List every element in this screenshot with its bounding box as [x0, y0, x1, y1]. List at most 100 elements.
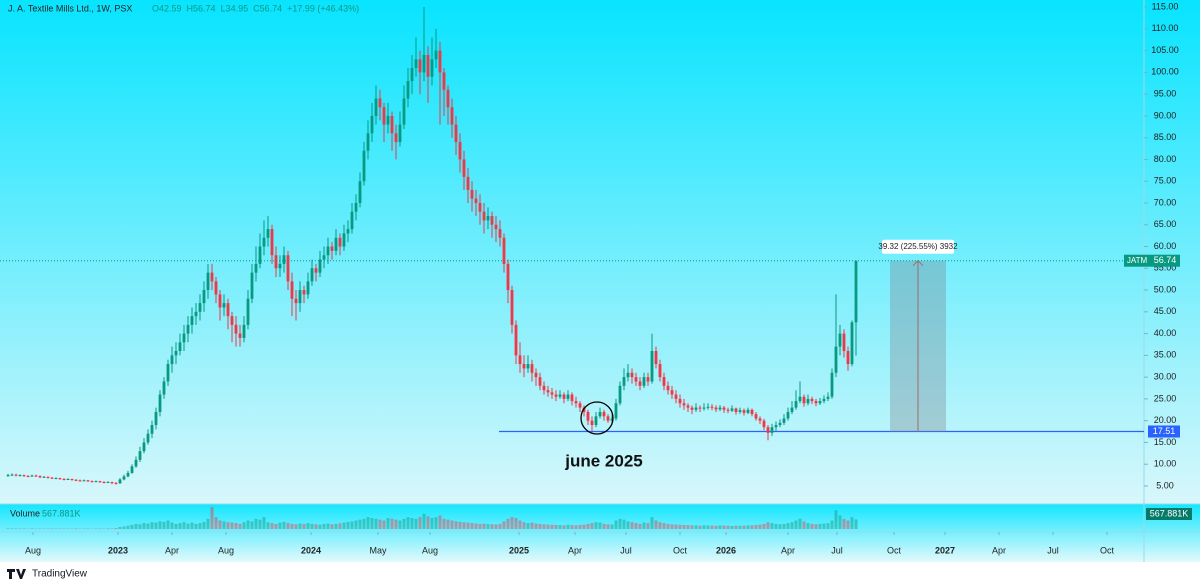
- candle-body: [558, 394, 562, 397]
- candle-body: [758, 418, 762, 421]
- candle-body: [110, 482, 114, 484]
- volume-bar: [638, 523, 642, 529]
- volume-bar: [154, 522, 158, 529]
- candle-body: [354, 202, 358, 212]
- candle-body: [334, 237, 338, 251]
- y-tick-label: 40.00: [1154, 328, 1177, 338]
- volume-bar: [358, 519, 362, 529]
- candle-body: [394, 133, 398, 143]
- volume-bar: [130, 524, 134, 529]
- candle-body: [774, 425, 778, 428]
- candle-body: [158, 394, 162, 412]
- volume-bar: [234, 523, 238, 529]
- volume-bar: [586, 523, 590, 529]
- volume-bar: [454, 521, 458, 529]
- volume-bar: [502, 521, 506, 529]
- volume-bar: [218, 520, 222, 529]
- volume-badge-text: 567.881K: [1150, 508, 1189, 518]
- ohlc-value: C56.74: [253, 3, 282, 13]
- volume-bar: [510, 517, 514, 529]
- candle-body: [30, 475, 34, 477]
- candle-body: [534, 372, 538, 378]
- volume-bar: [646, 523, 650, 529]
- volume-bar: [742, 525, 746, 529]
- candle-body: [350, 211, 354, 230]
- candle-body: [726, 409, 730, 411]
- candle-body: [798, 396, 802, 402]
- candle-body: [250, 272, 254, 299]
- candle-body: [378, 98, 382, 108]
- candle-body: [478, 202, 482, 212]
- candle-body: [638, 381, 642, 386]
- volume-bar: [258, 519, 262, 529]
- candle-body: [358, 181, 362, 203]
- candle-body: [626, 372, 630, 378]
- candle-body: [462, 159, 466, 177]
- volume-bar: [434, 517, 438, 529]
- candle-body: [26, 475, 30, 477]
- candle-body: [686, 405, 690, 408]
- candle-body: [838, 333, 842, 347]
- candle-body: [458, 142, 462, 160]
- candle-body: [50, 477, 54, 479]
- candle-body: [142, 442, 146, 452]
- volume-bar: [422, 513, 426, 529]
- candle-body: [714, 407, 718, 410]
- price-badge: [1150, 254, 1180, 267]
- volume-bar: [278, 522, 282, 529]
- volume-bar: [382, 520, 386, 529]
- volume-bar: [538, 523, 542, 529]
- volume-bar: [546, 524, 550, 529]
- volume-bar: [394, 519, 398, 529]
- candle-body: [694, 407, 698, 410]
- candle-body: [146, 433, 150, 443]
- volume-bar: [6, 528, 10, 529]
- volume-bar: [414, 518, 418, 529]
- volume-bar: [450, 520, 454, 529]
- candle-body: [502, 237, 506, 264]
- volume-bar: [498, 523, 502, 529]
- candle-body: [698, 407, 702, 409]
- volume-bar: [562, 525, 566, 529]
- candle-body: [402, 98, 406, 125]
- volume-bar: [190, 522, 194, 529]
- candle-body: [226, 303, 230, 317]
- volume-bar: [426, 516, 430, 529]
- candle-body: [418, 59, 422, 73]
- volume-bar: [710, 525, 714, 529]
- volume-bar: [614, 520, 618, 529]
- candle-body: [546, 390, 550, 393]
- candle-body: [822, 398, 826, 402]
- candle-body: [454, 124, 458, 143]
- candle-body: [126, 472, 130, 477]
- volume-bar: [386, 518, 390, 529]
- x-tick-label: Jul: [1047, 545, 1059, 555]
- volume-bar: [282, 521, 286, 529]
- volume-bar: [286, 522, 290, 529]
- volume-bar: [38, 528, 42, 529]
- candle-body: [130, 466, 134, 473]
- volume-bar: [226, 522, 230, 529]
- candle-body: [286, 255, 290, 282]
- candle-body: [258, 246, 262, 264]
- volume-bar: [598, 522, 602, 529]
- volume-bar: [846, 520, 850, 529]
- ohlc-value: O42.59: [152, 3, 182, 13]
- candle-body: [682, 403, 686, 406]
- volume-pane: [0, 504, 1200, 562]
- brand-name: TradingView: [32, 569, 88, 580]
- candle-body: [6, 475, 10, 477]
- volume-bar: [406, 517, 410, 529]
- volume-bar: [270, 523, 274, 529]
- volume-bar: [98, 528, 102, 529]
- volume-bar: [618, 518, 622, 529]
- candle-body: [550, 392, 554, 395]
- volume-bar: [198, 523, 202, 529]
- volume-bar: [566, 524, 570, 529]
- candle-body: [198, 303, 202, 312]
- volume-bar: [174, 523, 178, 529]
- volume-bar: [122, 526, 126, 529]
- measure-label-box: [882, 239, 954, 254]
- price-badge-text: 56.74: [1154, 255, 1177, 265]
- volume-bar: [50, 528, 54, 529]
